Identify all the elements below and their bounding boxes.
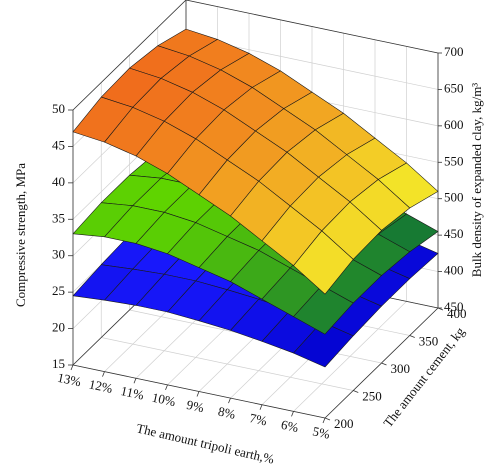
x-tick bbox=[228, 397, 231, 404]
surface-patch bbox=[293, 321, 354, 368]
z2-tick-label: 500 bbox=[444, 190, 464, 205]
z2-tick-label: 450 bbox=[444, 299, 464, 314]
y-tick bbox=[324, 417, 331, 421]
z-tick-label: 25 bbox=[52, 283, 65, 298]
x-axis-title: The amount tripoli earth,% bbox=[135, 420, 276, 466]
x-tick bbox=[259, 404, 263, 410]
y-tick bbox=[437, 307, 444, 311]
y-tick-label: 250 bbox=[362, 388, 382, 403]
z-tick-label: 20 bbox=[52, 320, 65, 335]
x-tick bbox=[322, 417, 326, 424]
z2-axis-title: Bulk density of expanded clay, kg/m³ bbox=[469, 83, 484, 278]
x-tick-label: 12% bbox=[88, 376, 115, 396]
surface-patch bbox=[293, 230, 354, 295]
x-tick-label: 6% bbox=[280, 417, 300, 435]
z-tick-label: 15 bbox=[52, 356, 65, 371]
y-tick-label: 300 bbox=[391, 361, 411, 376]
x-tick bbox=[165, 384, 168, 391]
y-tick-label: 400 bbox=[447, 306, 467, 321]
box-edge bbox=[185, 0, 439, 54]
z2-tick-label: 400 bbox=[444, 263, 464, 278]
x-tick-label: 9% bbox=[185, 397, 205, 415]
x-tick-label: 5% bbox=[311, 423, 331, 441]
x-tick-label: 13% bbox=[56, 370, 83, 390]
z2-tick-label: 450 bbox=[444, 226, 464, 241]
y-tick-label: 350 bbox=[419, 333, 439, 348]
surface-patch bbox=[293, 285, 354, 335]
z-tick-label: 35 bbox=[52, 210, 65, 225]
box-edge bbox=[72, 0, 187, 111]
y-tick-label: 200 bbox=[334, 416, 354, 431]
x-tick-label: 8% bbox=[217, 404, 237, 422]
x-tick-label: 10% bbox=[151, 390, 178, 410]
z-tick-label: 50 bbox=[52, 101, 65, 116]
z-tick-label: 45 bbox=[52, 137, 65, 152]
y-tick bbox=[409, 335, 415, 338]
x-tick-label: 7% bbox=[248, 410, 268, 428]
z2-tick-label: 550 bbox=[444, 153, 464, 168]
x-tick bbox=[70, 364, 74, 371]
z2-tick-label: 700 bbox=[444, 44, 464, 59]
x-tick bbox=[102, 371, 105, 377]
y-tick bbox=[381, 362, 387, 366]
x-tick bbox=[291, 411, 294, 417]
x-tick bbox=[196, 391, 200, 397]
z2-tick-label: 650 bbox=[444, 80, 464, 95]
grid-line bbox=[101, 337, 354, 391]
z-tick-label: 30 bbox=[52, 247, 65, 262]
z-tick-label: 40 bbox=[52, 174, 65, 189]
z2-tick-label: 600 bbox=[444, 117, 464, 132]
x-tick-label: 11% bbox=[119, 383, 145, 403]
y-tick bbox=[353, 390, 359, 393]
z-axis-title: Compressive strength, MPa bbox=[13, 163, 28, 307]
x-tick bbox=[133, 378, 137, 384]
